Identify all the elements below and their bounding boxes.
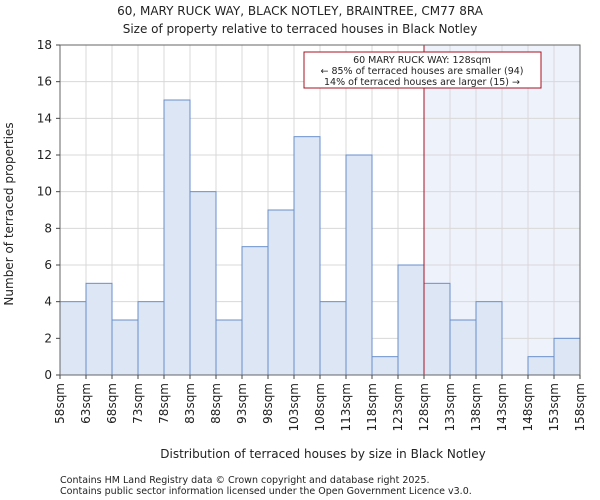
y-tick-label: 6 xyxy=(44,258,52,272)
x-tick-label: 68sqm xyxy=(105,383,119,424)
y-tick-label: 18 xyxy=(37,38,52,52)
x-tick-label: 88sqm xyxy=(209,383,223,424)
x-tick-label: 128sqm xyxy=(417,383,431,431)
x-tick-label: 108sqm xyxy=(313,383,327,431)
bar-153sqm xyxy=(553,337,581,376)
x-tick-label: 93sqm xyxy=(235,383,249,424)
chart-title-line1: 60, MARY RUCK WAY, BLACK NOTLEY, BRAINTR… xyxy=(117,4,484,18)
footer-line1: Contains HM Land Registry data © Crown c… xyxy=(60,475,430,486)
y-tick-label: 4 xyxy=(44,295,52,309)
x-tick-label: 138sqm xyxy=(469,383,483,431)
bar-98sqm xyxy=(267,209,295,376)
y-ticks: 0 2 4 6 8 10 12 14 16 18 xyxy=(37,38,60,382)
x-axis-label: Distribution of terraced houses by size … xyxy=(160,447,485,461)
annotation-box: 60 MARY RUCK WAY: 128sqm ← 85% of terrac… xyxy=(303,51,542,89)
bar-108sqm xyxy=(319,301,347,376)
x-tick-label: 98sqm xyxy=(261,383,275,424)
x-tick-label: 148sqm xyxy=(521,383,535,431)
x-tick-label: 133sqm xyxy=(443,383,457,431)
footer-line2: Contains public sector information licen… xyxy=(60,486,472,497)
bar-138sqm xyxy=(475,301,503,376)
bar-148sqm xyxy=(527,356,555,376)
x-tick-label: 58sqm xyxy=(53,383,67,424)
bar-133sqm xyxy=(449,319,477,376)
y-tick-label: 16 xyxy=(37,75,52,89)
x-tick-label: 158sqm xyxy=(573,383,587,431)
chart-title-line2: Size of property relative to terraced ho… xyxy=(123,22,478,36)
x-tick-label: 63sqm xyxy=(79,383,93,424)
bar-103sqm xyxy=(293,136,321,376)
annotation-line3: 14% of terraced houses are larger (15) → xyxy=(324,77,520,88)
y-tick-label: 2 xyxy=(44,331,52,345)
y-axis-label: Number of terraced properties xyxy=(2,122,16,305)
x-tick-label: 118sqm xyxy=(365,383,379,431)
annotation-line2: ← 85% of terraced houses are smaller (94… xyxy=(320,66,523,77)
x-tick-label: 123sqm xyxy=(391,383,405,431)
bar-118sqm xyxy=(371,356,399,376)
bar-113sqm xyxy=(345,154,373,376)
y-tick-label: 10 xyxy=(37,185,52,199)
x-tick-label: 78sqm xyxy=(157,383,171,424)
y-tick-label: 12 xyxy=(37,148,52,162)
y-tick-label: 0 xyxy=(44,368,52,382)
x-tick-label: 73sqm xyxy=(131,383,145,424)
bar-93sqm xyxy=(241,246,269,376)
annotation-line1: 60 MARY RUCK WAY: 128sqm xyxy=(353,55,491,66)
bar-63sqm xyxy=(85,282,113,376)
bar-88sqm xyxy=(215,319,243,376)
bar-73sqm xyxy=(137,301,165,376)
x-tick-label: 143sqm xyxy=(495,383,509,431)
bar-58sqm xyxy=(59,301,87,376)
bar-83sqm xyxy=(189,191,217,376)
y-tick-label: 8 xyxy=(44,221,52,235)
x-tick-label: 113sqm xyxy=(339,383,353,431)
bar-128sqm xyxy=(423,282,451,376)
x-tick-label: 83sqm xyxy=(183,383,197,424)
y-tick-label: 14 xyxy=(37,111,52,125)
bar-68sqm xyxy=(111,319,139,376)
bar-78sqm xyxy=(163,99,191,376)
x-tick-label: 153sqm xyxy=(547,383,561,431)
bar-123sqm xyxy=(397,264,425,376)
x-tick-label: 103sqm xyxy=(287,383,301,431)
bars xyxy=(59,99,581,376)
x-ticks: 58sqm 63sqm 68sqm 73sqm 78sqm 83sqm 88sqm 93sqm… xyxy=(53,375,587,431)
